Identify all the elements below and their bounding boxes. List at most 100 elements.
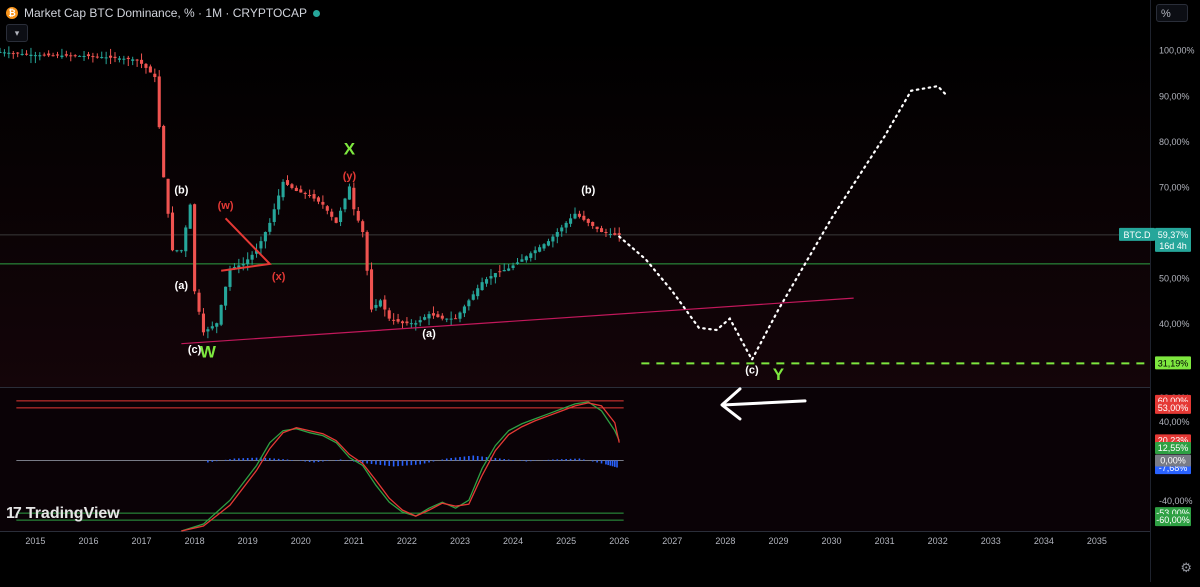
candle <box>515 262 520 264</box>
candle <box>38 55 42 57</box>
candle <box>285 180 290 185</box>
candle <box>312 194 316 199</box>
wave-label: (c) <box>745 364 759 376</box>
candle <box>361 221 365 233</box>
symbol-name-label: BTC.D <box>1124 230 1152 240</box>
candle <box>339 210 343 223</box>
candle <box>347 186 351 200</box>
candle <box>321 201 325 205</box>
candle <box>139 59 144 64</box>
candle <box>241 263 245 266</box>
candle <box>458 312 462 319</box>
candle <box>135 59 139 61</box>
candle <box>308 195 312 197</box>
candlestick-series <box>0 46 621 339</box>
candle <box>113 56 117 59</box>
candle <box>577 213 581 217</box>
oscillator-value-badge <box>1155 401 1191 414</box>
candle <box>356 210 360 221</box>
candle <box>24 53 29 55</box>
time-axis-tick-label: 2023 <box>450 536 470 546</box>
candle <box>303 192 307 195</box>
time-axis-tick-label: 2021 <box>344 536 364 546</box>
candle <box>246 259 250 265</box>
candle <box>232 266 236 268</box>
candle <box>16 52 20 54</box>
candle <box>179 250 183 252</box>
wave-label: (a) <box>175 280 189 292</box>
candle <box>396 319 400 322</box>
time-axis-tick-label: 2020 <box>291 536 311 546</box>
candle <box>215 323 219 327</box>
time-axis-tick-label: 2034 <box>1034 536 1054 546</box>
tradingview-logo[interactable]: 17 TradingView <box>6 505 120 523</box>
arrow-annotation-head <box>720 387 742 421</box>
candle <box>431 313 436 316</box>
candle <box>91 56 95 58</box>
candle <box>60 55 64 58</box>
candle <box>206 329 210 332</box>
candle <box>170 212 175 251</box>
candle <box>197 292 201 312</box>
candle <box>69 55 73 57</box>
candle <box>586 219 590 223</box>
time-axis-tick-label: 2022 <box>397 536 417 546</box>
candle <box>365 232 369 271</box>
gear-icon[interactable]: ⚙ <box>1180 560 1192 575</box>
wave-label: (y) <box>343 171 357 183</box>
candle <box>436 314 440 318</box>
support-value-label: 31,19% <box>1158 358 1189 368</box>
candle <box>33 55 37 57</box>
candle <box>29 54 33 56</box>
candle <box>316 197 321 202</box>
oscillator-value-label: 60,00% <box>1158 396 1189 406</box>
candle <box>533 250 537 254</box>
candle <box>73 55 77 57</box>
oscillator-axis-tick-label: -40,00% <box>1159 496 1193 506</box>
candle <box>538 247 542 252</box>
chevron-down-icon[interactable]: ▾ <box>6 24 28 42</box>
candle <box>188 204 192 229</box>
arrow-annotation-shaft <box>723 399 807 407</box>
last-value-badge <box>1155 227 1191 252</box>
wave-label: (b) <box>174 184 188 196</box>
projection-path <box>618 84 948 362</box>
candle <box>595 226 599 229</box>
candle <box>325 206 329 211</box>
wave-label: W <box>200 342 217 361</box>
candle <box>520 259 524 262</box>
oscillator-value-label: 20,23% <box>1158 435 1189 445</box>
candle <box>95 56 99 58</box>
candle <box>157 76 161 128</box>
candle <box>445 318 449 320</box>
candle <box>82 55 86 57</box>
candle <box>210 326 214 329</box>
candle <box>51 55 55 57</box>
time-axis-tick-label: 2018 <box>185 536 205 546</box>
time-axis-tick-label: 2035 <box>1087 536 1107 546</box>
market-status-icon <box>312 9 320 17</box>
candle <box>374 304 378 308</box>
candle <box>334 217 338 223</box>
time-axis-tick-label: 2033 <box>981 536 1001 546</box>
time-axis-tick-label: 2016 <box>78 536 98 546</box>
candle <box>414 323 418 325</box>
time-axis-tick-label: 2028 <box>715 536 735 546</box>
chart-title[interactable]: Market Cap BTC Dominance, % · 1M · CRYPT… <box>24 6 307 20</box>
candle <box>378 300 382 307</box>
candle <box>613 233 617 235</box>
candle <box>64 54 68 56</box>
candle <box>109 55 113 58</box>
candle <box>546 241 551 246</box>
candle <box>78 55 82 57</box>
percent-scale-button[interactable]: % <box>1156 4 1188 22</box>
countdown-label: 16d 4h <box>1159 241 1187 251</box>
candle <box>184 227 188 252</box>
candle <box>560 227 564 232</box>
candle <box>400 321 405 324</box>
candle <box>219 304 223 325</box>
candle <box>617 233 621 235</box>
candle <box>281 181 285 198</box>
